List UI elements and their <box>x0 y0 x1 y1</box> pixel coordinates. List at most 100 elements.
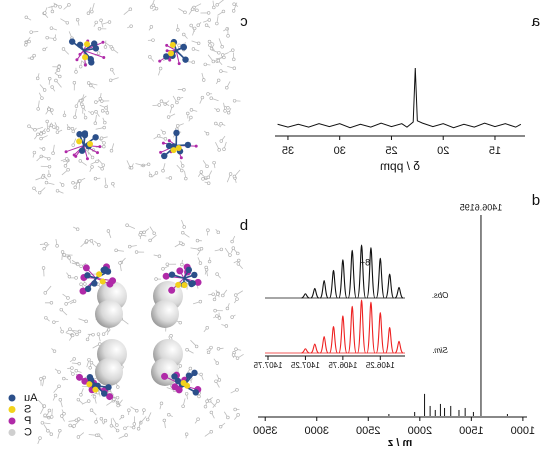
atom <box>73 115 77 119</box>
atom <box>163 137 168 141</box>
atom <box>230 239 234 244</box>
atom <box>27 124 31 128</box>
atom <box>176 124 180 128</box>
p-atom <box>165 43 169 47</box>
atom <box>181 404 185 408</box>
atom <box>128 7 133 11</box>
legend-swatch <box>8 429 16 436</box>
atom <box>199 170 204 174</box>
atom <box>52 320 56 324</box>
atom <box>215 361 219 365</box>
atom <box>45 119 49 124</box>
atom <box>125 223 129 227</box>
atom <box>234 293 238 297</box>
isotope-peak <box>357 244 367 299</box>
atom <box>206 92 210 96</box>
p-atom <box>83 63 87 67</box>
atom <box>226 34 230 38</box>
x-tick-label: 1406.25 <box>365 361 394 370</box>
atom <box>198 299 203 304</box>
atom <box>206 228 210 232</box>
atom <box>24 43 28 47</box>
atom <box>188 366 193 371</box>
atom <box>219 122 223 126</box>
atom <box>89 360 94 365</box>
s-atom <box>86 381 93 388</box>
atom <box>209 430 213 434</box>
atom <box>228 172 233 176</box>
atom <box>57 384 61 388</box>
isotope-peak <box>366 301 376 354</box>
atom <box>71 129 75 134</box>
atom <box>87 358 91 362</box>
atom <box>94 110 98 114</box>
p-bond <box>166 44 177 51</box>
atom <box>110 47 115 51</box>
x-tick-label: 35 <box>282 145 294 157</box>
atom <box>216 230 220 235</box>
atom <box>40 96 44 100</box>
atom <box>72 357 76 361</box>
p-atom <box>74 154 78 158</box>
atom <box>184 392 189 396</box>
au-atom <box>78 147 86 154</box>
atom <box>191 47 196 51</box>
atom <box>75 332 79 337</box>
sphere <box>151 300 179 328</box>
atom <box>79 264 83 268</box>
atom <box>55 130 60 134</box>
panel-label: c <box>240 13 248 30</box>
p-atom <box>85 157 89 161</box>
atom <box>231 353 236 357</box>
isotope-peak <box>347 305 357 354</box>
atom <box>195 238 200 243</box>
p-atom <box>165 49 169 53</box>
atom <box>198 261 203 265</box>
atom <box>78 179 82 183</box>
atom <box>179 241 183 245</box>
atom <box>47 164 52 169</box>
atom <box>43 11 47 15</box>
p-atom <box>82 264 90 272</box>
p-atom <box>79 287 87 295</box>
atom <box>215 21 219 26</box>
p-atom <box>101 40 105 44</box>
atom <box>212 297 217 302</box>
atom <box>219 247 224 252</box>
atom <box>232 66 237 70</box>
atom <box>67 256 71 260</box>
atom <box>216 78 221 82</box>
atom <box>89 83 93 88</box>
atom <box>46 429 50 433</box>
atom <box>204 268 209 272</box>
legend-label: C <box>24 426 32 438</box>
atom <box>42 404 47 408</box>
atom <box>103 45 108 49</box>
atom <box>177 43 181 48</box>
series-label: Obs. <box>432 291 449 300</box>
x-tick-label: 1407.75 <box>253 361 282 370</box>
atom <box>206 11 211 15</box>
p-atom <box>167 139 171 143</box>
atom <box>142 408 146 412</box>
atom <box>72 81 77 85</box>
p-atom <box>194 144 198 148</box>
atom <box>81 105 85 109</box>
sphere <box>151 358 179 386</box>
atom <box>43 413 47 418</box>
atom <box>72 424 76 428</box>
atom <box>108 78 113 82</box>
atom <box>115 428 120 433</box>
atom <box>102 141 106 145</box>
atom <box>74 104 79 108</box>
atom <box>129 24 133 28</box>
atom <box>50 85 54 89</box>
atom <box>37 190 42 195</box>
atom <box>76 262 80 267</box>
atom <box>235 356 240 360</box>
isotope-peak <box>328 325 339 354</box>
p-atom <box>161 141 165 145</box>
s-atom <box>87 141 94 148</box>
au-atom <box>92 45 100 52</box>
